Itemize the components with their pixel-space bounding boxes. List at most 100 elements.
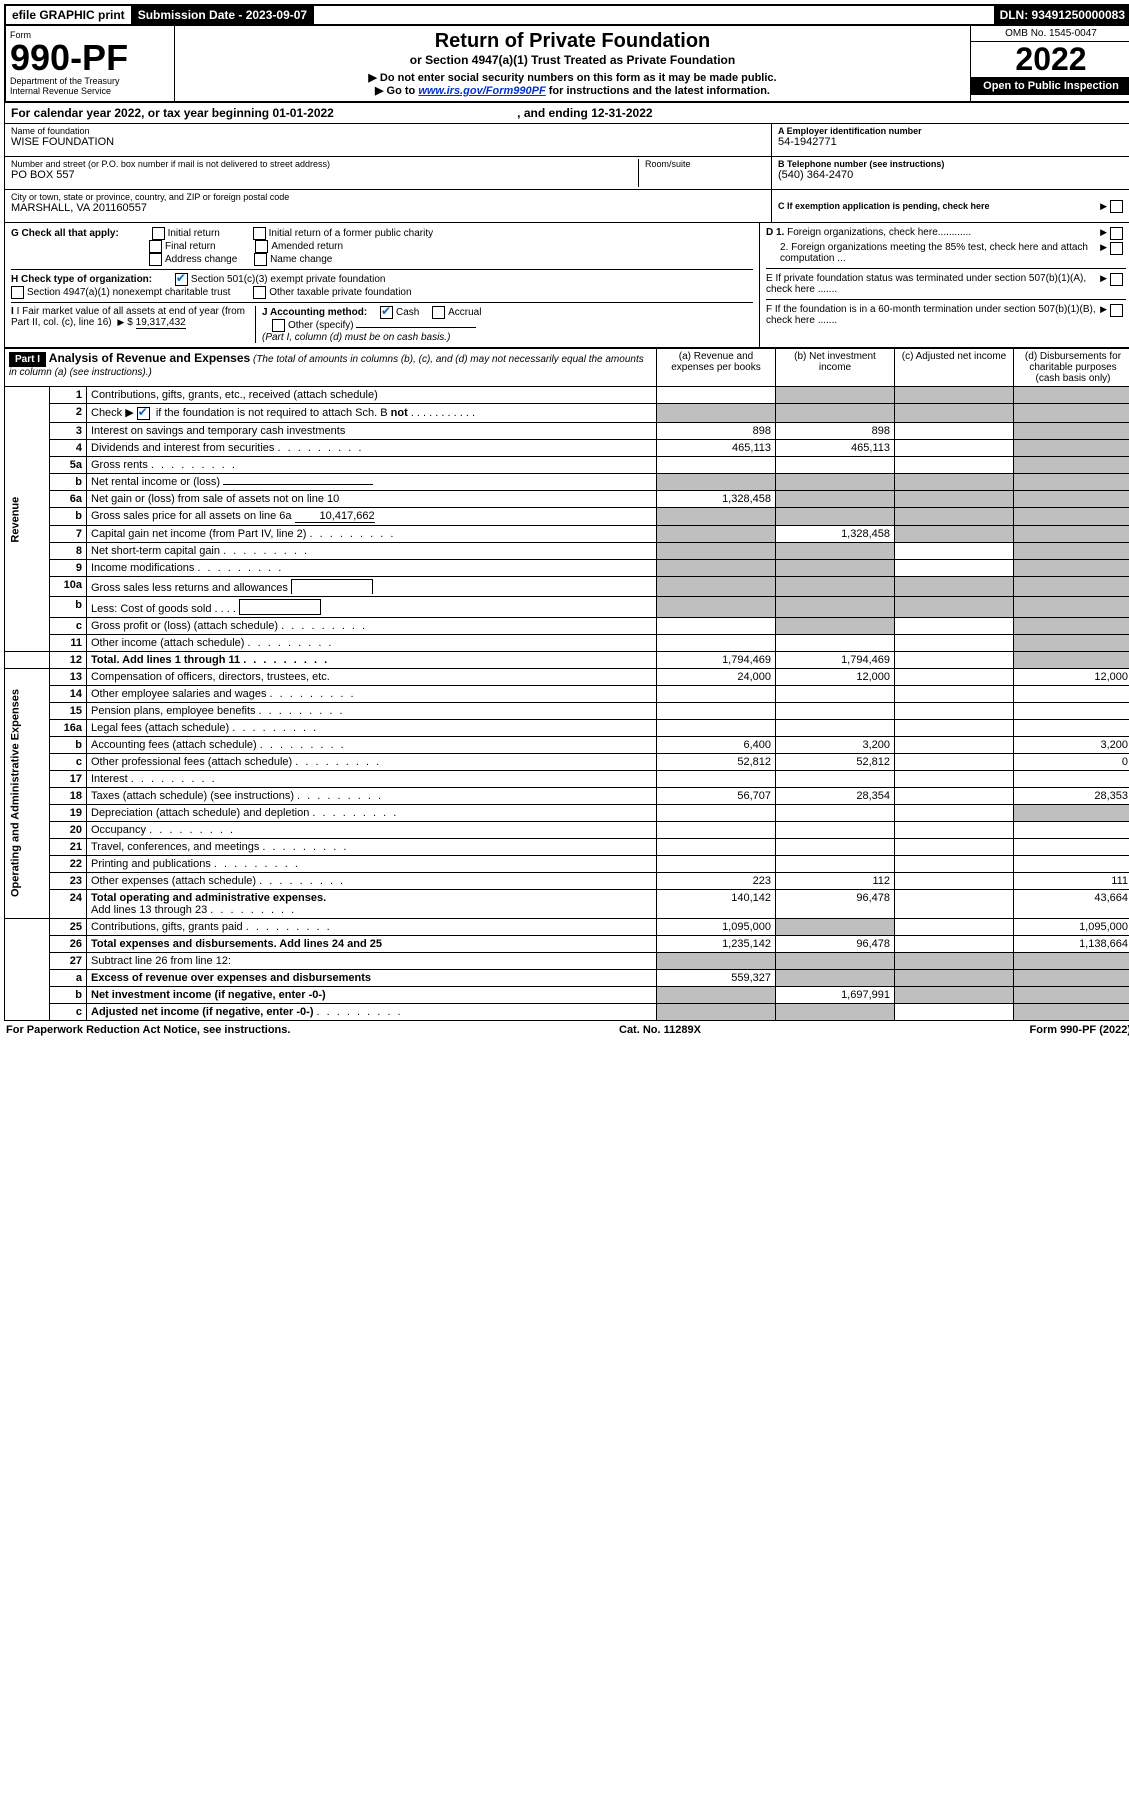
ln10c-desc: Gross profit or (loss) (attach schedule) bbox=[87, 617, 657, 634]
part1-table: Part I Analysis of Revenue and Expenses … bbox=[4, 348, 1129, 1021]
i-label: I Fair market value of all assets at end… bbox=[11, 306, 245, 328]
g-final: Final return bbox=[165, 241, 216, 252]
ln18-num: 18 bbox=[50, 787, 87, 804]
checkbox-sch-b[interactable] bbox=[137, 407, 150, 420]
ln13-d: 12,000 bbox=[1014, 668, 1129, 685]
g-label: G Check all that apply: bbox=[11, 228, 119, 239]
ln3-b: 898 bbox=[776, 422, 895, 439]
ln7-b: 1,328,458 bbox=[776, 525, 895, 542]
h-501c3: Section 501(c)(3) exempt private foundat… bbox=[191, 274, 386, 285]
ln3-a: 898 bbox=[657, 422, 776, 439]
part1-title: Analysis of Revenue and Expenses bbox=[49, 351, 250, 365]
ln27c-num: c bbox=[50, 1003, 87, 1020]
ln27a-a: 559,327 bbox=[657, 969, 776, 986]
g-row: G Check all that apply: Initial return I… bbox=[11, 227, 753, 266]
ln24-desc: Total operating and administrative expen… bbox=[87, 889, 657, 918]
j-note: (Part I, column (d) must be on cash basi… bbox=[262, 332, 450, 343]
ln13-a: 24,000 bbox=[657, 668, 776, 685]
ln4-desc: Dividends and interest from securities bbox=[87, 439, 657, 456]
ln9-num: 9 bbox=[50, 559, 87, 576]
ein-value: 54-1942771 bbox=[778, 136, 1126, 148]
ln8-desc: Net short-term capital gain bbox=[87, 542, 657, 559]
checkbox-f[interactable] bbox=[1110, 304, 1123, 317]
g-name-change: Name change bbox=[270, 254, 332, 265]
checkbox-other-method[interactable] bbox=[272, 319, 285, 332]
checkbox-cash[interactable] bbox=[380, 306, 393, 319]
footer-cat: Cat. No. 11289X bbox=[619, 1024, 701, 1036]
ln27a-desc: Excess of revenue over expenses and disb… bbox=[87, 969, 657, 986]
calyear-mid: , and ending bbox=[514, 106, 591, 120]
ln14-desc: Other employee salaries and wages bbox=[87, 685, 657, 702]
address-label: Number and street (or P.O. box number if… bbox=[11, 159, 638, 169]
ln20-num: 20 bbox=[50, 821, 87, 838]
ln25-a: 1,095,000 bbox=[657, 918, 776, 935]
note-goto-pre: ▶ Go to bbox=[375, 85, 418, 97]
col-a-header: (a) Revenue and expenses per books bbox=[657, 349, 776, 387]
checkbox-4947[interactable] bbox=[11, 286, 24, 299]
ein-label: A Employer identification number bbox=[778, 126, 1126, 136]
foundation-name: WISE FOUNDATION bbox=[11, 136, 765, 148]
ln23-desc: Other expenses (attach schedule) bbox=[87, 872, 657, 889]
ln2-pre: Check ▶ bbox=[91, 407, 137, 419]
checkbox-d1[interactable] bbox=[1110, 227, 1123, 240]
ln27b-desc: Net investment income (if negative, ente… bbox=[87, 986, 657, 1003]
ln16b-desc: Accounting fees (attach schedule) bbox=[87, 736, 657, 753]
form-number: 990-PF bbox=[10, 40, 170, 76]
ln27c-desc: Adjusted net income (if negative, enter … bbox=[87, 1003, 657, 1020]
calendar-year-row: For calendar year 2022, or tax year begi… bbox=[4, 103, 1129, 124]
checkbox-initial-former[interactable] bbox=[253, 227, 266, 240]
j-accrual: Accrual bbox=[448, 307, 481, 318]
ln20-desc: Occupancy bbox=[87, 821, 657, 838]
ln13-num: 13 bbox=[50, 668, 87, 685]
ln27a-num: a bbox=[50, 969, 87, 986]
ln2-desc: Check ▶ if the foundation is not require… bbox=[87, 404, 657, 423]
g-amended: Amended return bbox=[271, 241, 343, 252]
ln23-d: 111 bbox=[1014, 872, 1129, 889]
note-goto: ▶ Go to www.irs.gov/Form990PF for instru… bbox=[179, 84, 966, 97]
ln10b-num: b bbox=[50, 596, 87, 617]
ln27-num: 27 bbox=[50, 952, 87, 969]
ln26-a: 1,235,142 bbox=[657, 935, 776, 952]
checkbox-d2[interactable] bbox=[1110, 242, 1123, 255]
g-initial: Initial return bbox=[168, 228, 220, 239]
checkbox-final-return[interactable] bbox=[149, 240, 162, 253]
ln15-desc: Pension plans, employee benefits bbox=[87, 702, 657, 719]
checkbox-501c3[interactable] bbox=[175, 273, 188, 286]
checkbox-initial-return[interactable] bbox=[152, 227, 165, 240]
checkbox-amended-return[interactable] bbox=[255, 240, 268, 253]
ln16c-b: 52,812 bbox=[776, 753, 895, 770]
ln3-num: 3 bbox=[50, 422, 87, 439]
checkbox-other-taxable[interactable] bbox=[253, 286, 266, 299]
link-form990pf[interactable]: www.irs.gov/Form990PF bbox=[418, 85, 545, 97]
footer-left: For Paperwork Reduction Act Notice, see … bbox=[6, 1024, 290, 1036]
j-other: Other (specify) bbox=[288, 320, 354, 331]
checkbox-address-change[interactable] bbox=[149, 253, 162, 266]
ln16a-num: 16a bbox=[50, 719, 87, 736]
open-public-inspection: Open to Public Inspection bbox=[971, 77, 1129, 95]
ln5a-num: 5a bbox=[50, 456, 87, 473]
ln4-b: 465,113 bbox=[776, 439, 895, 456]
city-label: City or town, state or province, country… bbox=[11, 192, 765, 202]
checkbox-c[interactable] bbox=[1110, 200, 1123, 213]
checkbox-accrual[interactable] bbox=[432, 306, 445, 319]
ln12-b: 1,794,469 bbox=[776, 651, 895, 668]
ln27-desc: Subtract line 26 from line 12: bbox=[87, 952, 657, 969]
ln12-num: 12 bbox=[50, 651, 87, 668]
note-goto-post: for instructions and the latest informat… bbox=[546, 85, 770, 97]
checkbox-name-change[interactable] bbox=[254, 253, 267, 266]
dln: DLN: 93491250000083 bbox=[994, 6, 1129, 24]
ln7-num: 7 bbox=[50, 525, 87, 542]
form-subtitle: or Section 4947(a)(1) Trust Treated as P… bbox=[179, 53, 966, 67]
ln24-a: 140,142 bbox=[657, 889, 776, 918]
checkbox-e[interactable] bbox=[1110, 273, 1123, 286]
ln23-num: 23 bbox=[50, 872, 87, 889]
ln27b-b: 1,697,991 bbox=[776, 986, 895, 1003]
col-b-header: (b) Net investment income bbox=[776, 349, 895, 387]
footer-right: Form 990-PF (2022) bbox=[1030, 1024, 1129, 1036]
ln1-desc: Contributions, gifts, grants, etc., rece… bbox=[87, 387, 657, 404]
arrow-icon bbox=[1100, 273, 1107, 295]
ln26-desc: Total expenses and disbursements. Add li… bbox=[87, 935, 657, 952]
arrow-icon bbox=[117, 317, 124, 328]
top-bar: efile GRAPHIC print Submission Date - 20… bbox=[4, 4, 1129, 26]
ln17-num: 17 bbox=[50, 770, 87, 787]
